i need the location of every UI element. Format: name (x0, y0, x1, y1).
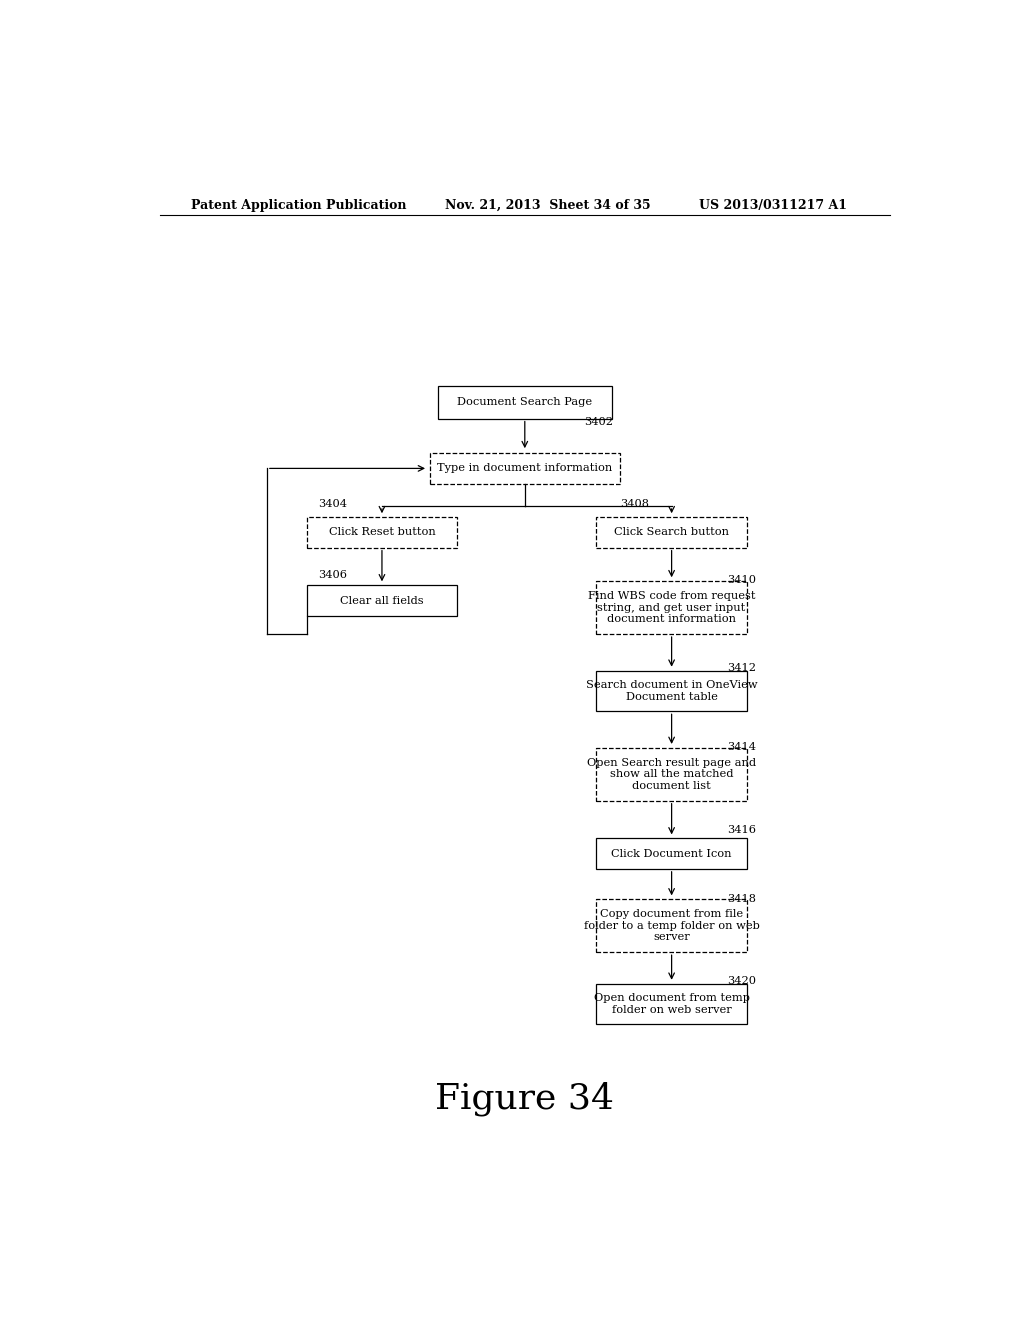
Text: Open Search result page and
show all the matched
document list: Open Search result page and show all the… (587, 758, 756, 791)
Text: Type in document information: Type in document information (437, 463, 612, 474)
FancyBboxPatch shape (596, 983, 748, 1024)
Text: Click Document Icon: Click Document Icon (611, 849, 732, 858)
Text: Nov. 21, 2013  Sheet 34 of 35: Nov. 21, 2013 Sheet 34 of 35 (445, 198, 651, 211)
Text: 3418: 3418 (727, 895, 756, 904)
Text: Document Search Page: Document Search Page (458, 397, 592, 408)
FancyBboxPatch shape (596, 838, 748, 869)
Text: US 2013/0311217 A1: US 2013/0311217 A1 (699, 198, 848, 211)
Text: 3414: 3414 (727, 742, 756, 752)
Text: Clear all fields: Clear all fields (340, 595, 424, 606)
Text: 3420: 3420 (727, 975, 756, 986)
Text: 3406: 3406 (318, 570, 347, 579)
FancyBboxPatch shape (430, 453, 620, 483)
Text: Figure 34: Figure 34 (435, 1081, 614, 1115)
Text: Search document in OneView
Document table: Search document in OneView Document tabl… (586, 680, 758, 702)
Text: Copy document from file
folder to a temp folder on web
server: Copy document from file folder to a temp… (584, 909, 760, 942)
FancyBboxPatch shape (306, 585, 458, 616)
Text: Patent Application Publication: Patent Application Publication (191, 198, 407, 211)
Text: 3410: 3410 (727, 576, 756, 585)
FancyBboxPatch shape (596, 517, 748, 548)
Text: 3402: 3402 (585, 417, 613, 426)
FancyBboxPatch shape (596, 581, 748, 634)
Text: Click Search button: Click Search button (614, 528, 729, 537)
Text: 3404: 3404 (318, 499, 347, 510)
Text: 3412: 3412 (727, 663, 756, 673)
FancyBboxPatch shape (596, 671, 748, 711)
FancyBboxPatch shape (437, 385, 612, 418)
FancyBboxPatch shape (306, 517, 458, 548)
Text: Find WBS code from request
string, and get user input
document information: Find WBS code from request string, and g… (588, 591, 756, 624)
Text: Open document from temp
folder on web server: Open document from temp folder on web se… (594, 993, 750, 1015)
Text: Click Reset button: Click Reset button (329, 528, 435, 537)
FancyBboxPatch shape (596, 899, 748, 952)
FancyBboxPatch shape (596, 748, 748, 801)
Text: 3408: 3408 (620, 499, 649, 510)
Text: 3416: 3416 (727, 825, 756, 836)
